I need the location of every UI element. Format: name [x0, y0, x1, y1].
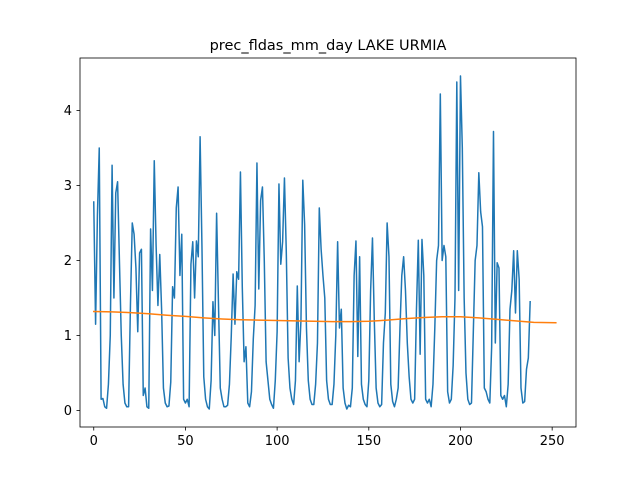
- axes: 0 50 100 150 200 250 0 1 2 3 4: [64, 57, 577, 449]
- x-tick-label: 150: [356, 434, 381, 449]
- x-tick-label: 250: [540, 434, 565, 449]
- plot-area: [92, 75, 557, 410]
- y-tick-label: 4: [64, 104, 72, 119]
- axes-frame: [79, 57, 577, 428]
- y-tick-label: 1: [64, 329, 72, 344]
- x-tick-label: 50: [177, 434, 194, 449]
- y-tick-label: 0: [64, 404, 72, 419]
- series-line-2: [92, 310, 557, 324]
- x-tick-label: 100: [265, 434, 290, 449]
- y-tick-label: 2: [64, 254, 72, 269]
- series-line-1: [92, 75, 531, 410]
- x-tick-label: 0: [90, 434, 98, 449]
- x-tick-label: 200: [448, 434, 473, 449]
- chart-title: prec_fldas_mm_day LAKE URMIA: [210, 38, 447, 54]
- y-tick-label: 3: [64, 179, 72, 194]
